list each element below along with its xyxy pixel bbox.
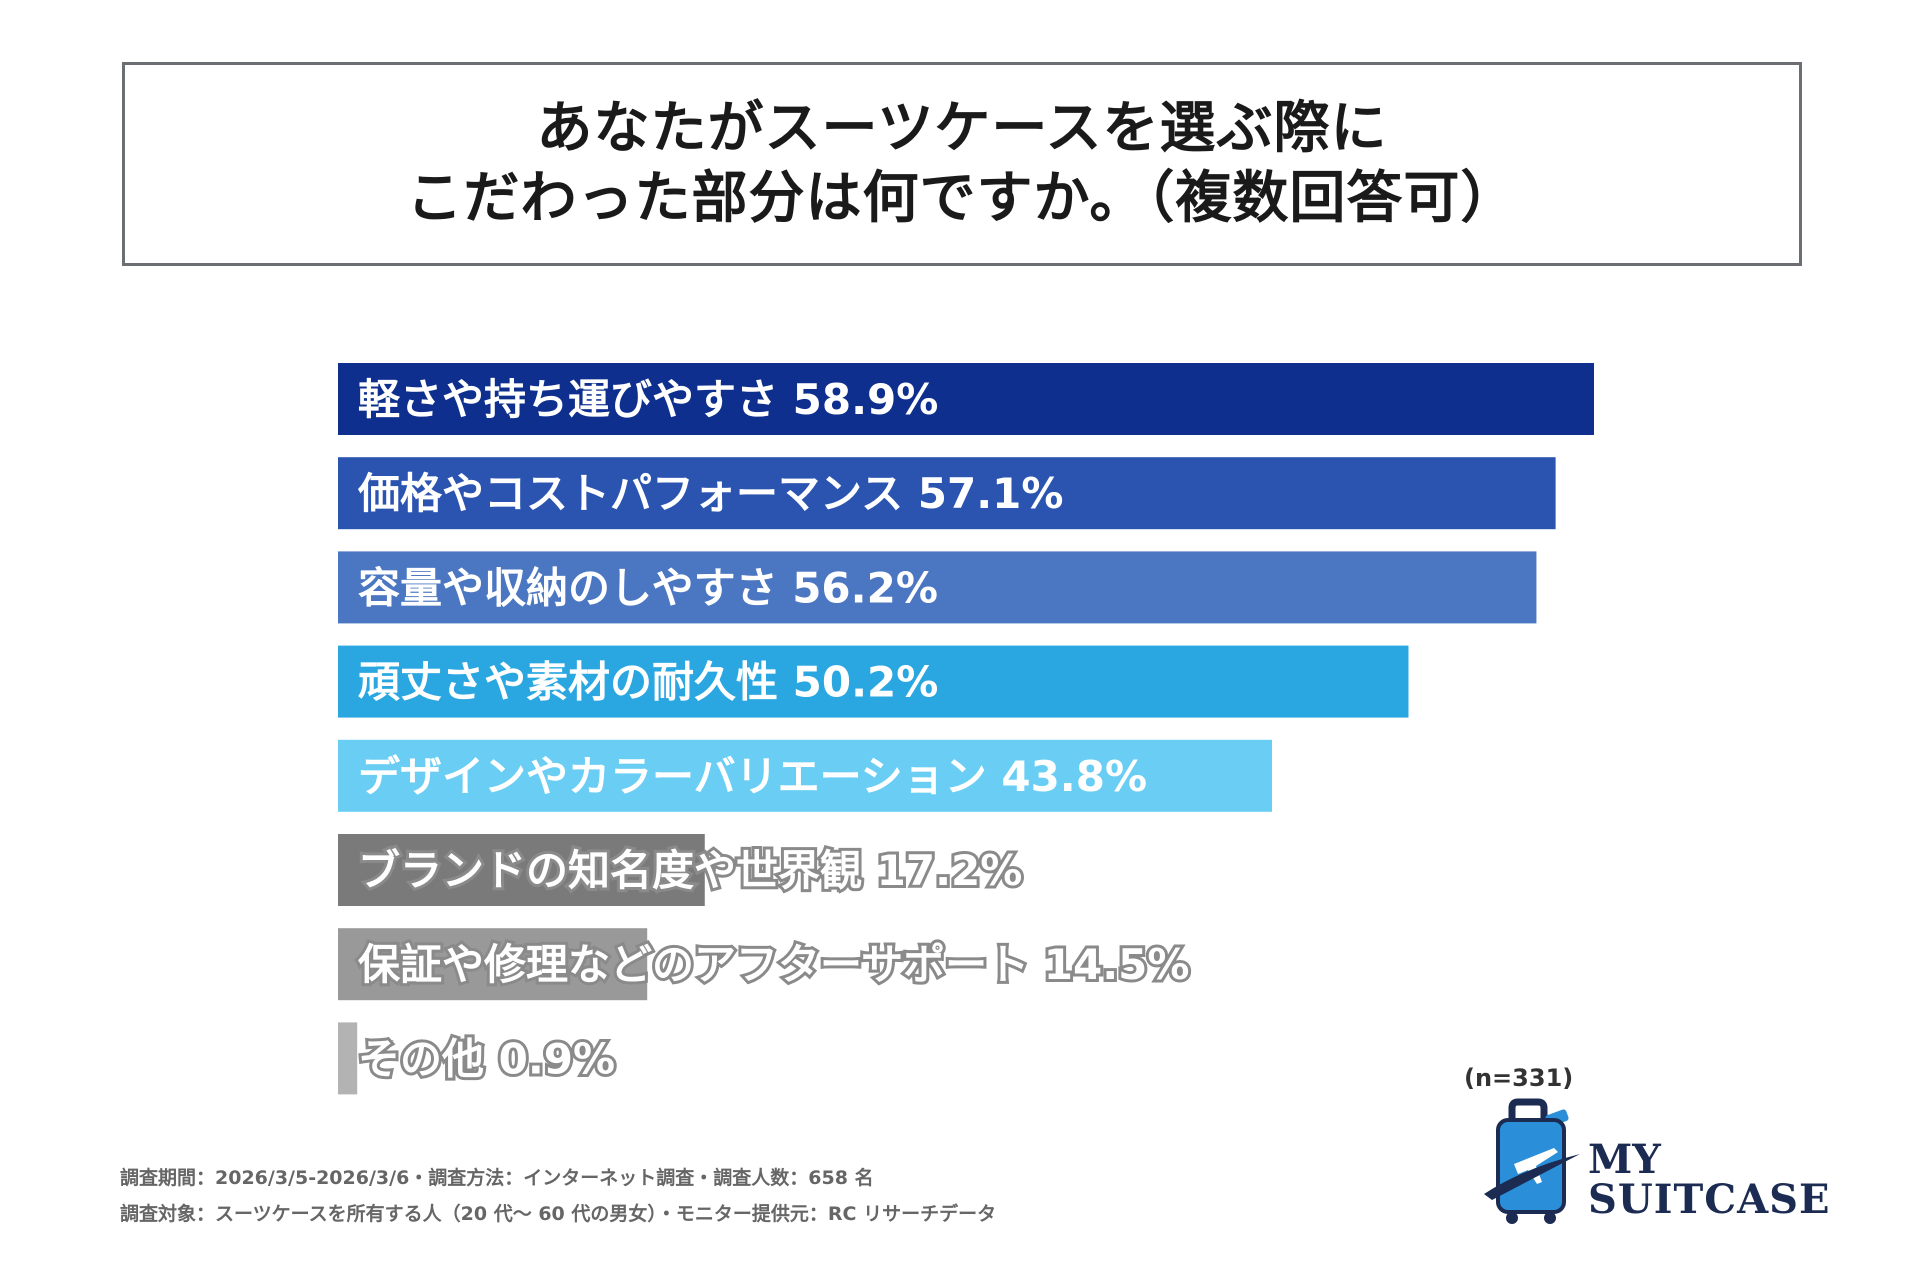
logo-text-my: MY xyxy=(1588,1136,1661,1183)
bar-label-4: デザインやカラーバリエーション 43.8% xyxy=(358,752,1147,801)
bar-6 xyxy=(338,928,648,1001)
bar-label-7: その他 0.9% xyxy=(358,1034,615,1083)
bar-3 xyxy=(338,645,1409,718)
bar-label-6: 保証や修理などのアフターサポート 14.5% xyxy=(358,940,1190,989)
bar-label-1: 価格やコストパフォーマンス 57.1% xyxy=(357,469,1064,518)
bar-0 xyxy=(338,363,1594,435)
chart-title-line-2: こだわった部分は何ですか。（複数回答可） xyxy=(406,166,1518,231)
footnote-survey-period: 調査期間：2026/3/5-2026/3/6・調査方法：インターネット調査・調査… xyxy=(120,1167,874,1189)
bar-label-3: 頑丈さや素材の耐久性 50.2% xyxy=(358,658,938,707)
sample-size-label: (n=331) xyxy=(1464,1064,1574,1092)
bar-4 xyxy=(338,739,1273,812)
title-box: あなたがスーツケースを選ぶ際に こだわった部分は何ですか。（複数回答可） xyxy=(122,62,1802,266)
bar-label-5: ブランドの知名度や世界観 17.2% xyxy=(358,846,1022,895)
bar-1 xyxy=(338,457,1556,530)
bar-5 xyxy=(338,834,705,906)
chart-title-line-1: あなたがスーツケースを選ぶ際に xyxy=(536,96,1388,161)
logo: MY SUITCASE xyxy=(1484,1098,1830,1228)
bar-2 xyxy=(338,551,1537,624)
bar-7 xyxy=(338,1022,358,1095)
footnote-survey-target: 調査対象：スーツケースを所有する人（20 代～ 60 代の男女）・モニター提供元… xyxy=(120,1203,997,1225)
bar-chart: 軽さや持ち運びやすさ 58.9% 価格やコストパフォーマンス 57.1% 容量や収納… xyxy=(338,363,1594,1095)
suitcase-airplane-icon xyxy=(1484,1098,1580,1224)
bar-label-0: 軽さや持ち運びやすさ 58.9% xyxy=(358,375,938,424)
logo-text-suitcase: SUITCASE xyxy=(1588,1176,1831,1223)
bar-label-2: 容量や収納のしやすさ 56.2% xyxy=(358,563,938,612)
